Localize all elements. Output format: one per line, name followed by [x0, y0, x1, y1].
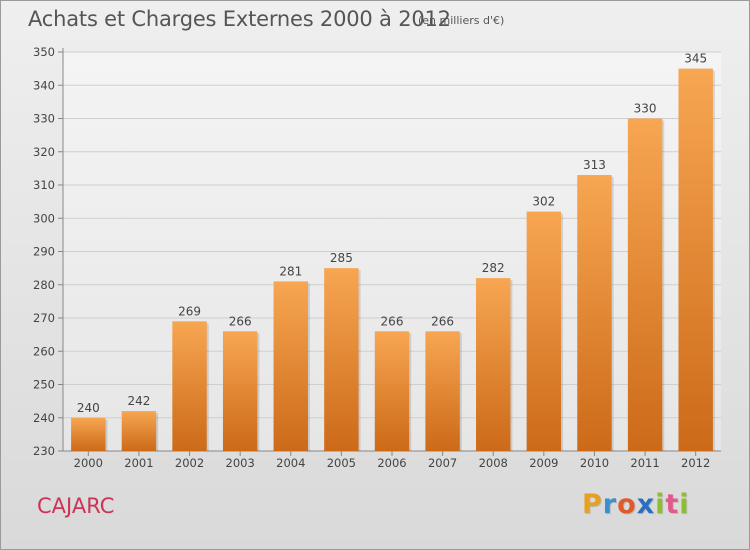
chart-subtitle: (en milliers d'€) [418, 14, 505, 27]
data-label: 242 [127, 394, 150, 408]
x-tick-label: 2003 [226, 456, 255, 470]
data-label: 266 [431, 314, 454, 328]
logo-letter: x [636, 489, 656, 520]
x-tick-label: 2008 [479, 456, 508, 470]
x-tick-label: 2004 [276, 456, 305, 470]
data-label: 302 [532, 195, 555, 209]
x-tick-label: 2007 [428, 456, 457, 470]
data-label: 345 [684, 52, 707, 66]
bar [172, 321, 207, 451]
y-tick-label: 250 [33, 378, 55, 392]
bar [273, 281, 308, 451]
y-tick-label: 290 [33, 245, 55, 259]
bar [476, 278, 511, 451]
y-tick-label: 260 [33, 344, 55, 358]
bar [374, 331, 410, 451]
bar [577, 175, 612, 451]
bar [222, 331, 258, 451]
y-tick-label: 340 [33, 78, 55, 92]
data-label: 285 [330, 251, 353, 265]
x-tick-label: 2010 [580, 456, 609, 470]
x-tick-label: 2002 [175, 456, 204, 470]
data-label: 330 [634, 102, 657, 116]
y-tick-label: 330 [33, 112, 55, 126]
bar [627, 118, 663, 451]
y-tick-label: 230 [33, 444, 55, 458]
y-tick-label: 270 [33, 311, 55, 325]
x-tick-label: 2011 [630, 456, 659, 470]
x-tick-label: 2000 [74, 456, 103, 470]
logo-letter: r [602, 489, 618, 520]
y-tick-label: 310 [33, 178, 55, 192]
y-tick-label: 280 [33, 278, 55, 292]
y-tick-label: 300 [33, 211, 55, 225]
y-tick-label: 350 [33, 45, 55, 59]
x-tick-label: 2012 [681, 456, 710, 470]
bar [71, 417, 106, 451]
bar [425, 331, 460, 451]
bar [678, 68, 713, 451]
data-label: 266 [229, 314, 252, 328]
x-tick-label: 2009 [529, 456, 558, 470]
commune-name: CAJARC [37, 494, 115, 518]
y-tick-label: 320 [33, 145, 55, 159]
data-label: 240 [77, 401, 100, 415]
y-tick-label: 240 [33, 411, 55, 425]
data-label: 313 [583, 158, 606, 172]
bar [526, 211, 562, 451]
logo-letter: P [582, 489, 603, 520]
x-tick-label: 2006 [377, 456, 406, 470]
x-tick-label: 2005 [327, 456, 356, 470]
logo-letter: o [617, 489, 637, 520]
bar [121, 411, 157, 451]
data-label: 266 [381, 314, 404, 328]
x-tick-label: 2001 [124, 456, 153, 470]
chart-title: Achats et Charges Externes 2000 à 2012 [28, 7, 451, 31]
data-label: 269 [178, 304, 201, 318]
logo-letter: t [665, 489, 680, 520]
logo-letter: i [655, 489, 666, 520]
data-label: 281 [279, 264, 302, 278]
data-label: 282 [482, 261, 505, 275]
logo-letter: i [679, 489, 690, 520]
proxiti-logo: Proxiti [582, 489, 690, 520]
bar [324, 268, 359, 451]
